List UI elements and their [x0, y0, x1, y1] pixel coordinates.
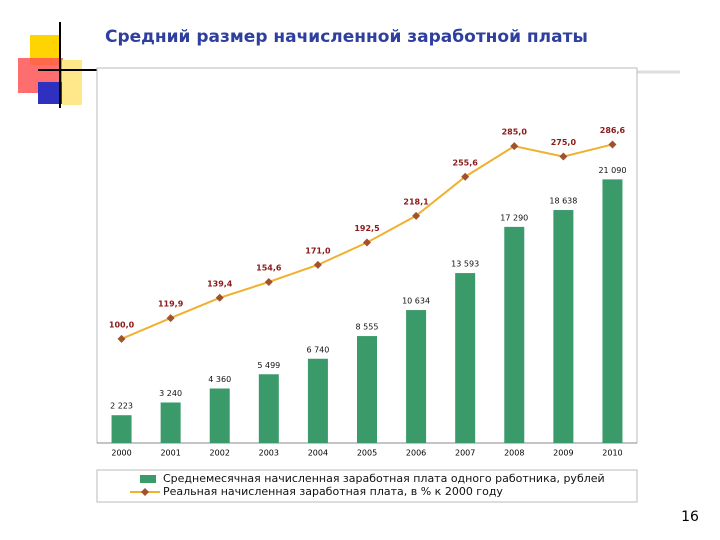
line-label: 100,0: [109, 320, 135, 329]
marker: [559, 152, 568, 161]
bar-label: 3 240: [159, 389, 182, 398]
x-tick-label: 2004: [308, 449, 328, 458]
marker: [363, 238, 371, 247]
legend-swatch: [141, 488, 149, 496]
bar-label: 18 638: [549, 197, 577, 206]
bar: [160, 402, 181, 443]
x-tick-label: 2010: [602, 449, 622, 458]
bar-label: 17 290: [500, 213, 528, 222]
x-tick-label: 2009: [553, 449, 573, 458]
marker: [264, 277, 273, 286]
bar-label: 10 634: [402, 297, 430, 306]
line-label: 255,6: [453, 158, 479, 167]
page-number: 16: [681, 509, 699, 525]
x-tick-label: 2005: [357, 449, 377, 458]
bar: [553, 210, 574, 443]
x-tick-label: 2007: [455, 449, 475, 458]
marker: [166, 314, 175, 323]
legend: [96, 469, 638, 503]
line-label: 154,6: [256, 263, 282, 272]
bar: [504, 226, 525, 443]
marker: [215, 293, 224, 302]
deco-square: [62, 60, 82, 105]
line-label: 119,9: [158, 300, 184, 309]
line-label: 139,4: [207, 279, 233, 288]
bar-label: 8 555: [356, 323, 379, 332]
line-label: 285,0: [502, 128, 528, 137]
deco-square: [38, 82, 66, 104]
bar-label: 21 090: [598, 166, 626, 175]
line-label: 171,0: [305, 246, 331, 255]
marker: [510, 142, 519, 151]
x-tick-label: 2001: [160, 449, 180, 458]
bar: [307, 358, 328, 443]
bar: [602, 179, 623, 443]
marker: [608, 140, 617, 149]
bar-label: 2 223: [110, 402, 133, 411]
x-tick-label: 2002: [210, 449, 230, 458]
bar-label: 4 360: [208, 375, 231, 384]
line-label: 275,0: [551, 138, 577, 147]
marker: [313, 260, 322, 269]
bar: [357, 336, 377, 443]
chart-title: Средний размер начисленной заработной пл…: [105, 27, 588, 47]
x-tick-label: 2006: [406, 449, 426, 458]
bar-label: 5 499: [257, 361, 280, 370]
bar: [111, 415, 132, 443]
line-label: 286,6: [600, 126, 626, 135]
line-label: 218,1: [403, 197, 429, 206]
legend-label: Реальная начисленная заработная плата, в…: [163, 485, 503, 498]
bar: [455, 273, 476, 443]
bar: [209, 388, 230, 443]
marker: [412, 211, 421, 220]
x-tick-label: 2003: [259, 449, 279, 458]
x-tick-label: 2008: [504, 449, 524, 458]
bar-label: 13 593: [451, 260, 479, 269]
bar-label: 6 740: [306, 345, 329, 354]
bar: [258, 374, 279, 443]
x-tick-label: 2000: [111, 449, 131, 458]
marker: [117, 334, 126, 343]
line-label: 192,5: [354, 224, 380, 233]
marker: [461, 172, 470, 181]
bar: [406, 310, 427, 443]
legend-label: Среднемесячная начисленная заработная пл…: [163, 472, 605, 485]
legend-swatch: [140, 475, 156, 483]
